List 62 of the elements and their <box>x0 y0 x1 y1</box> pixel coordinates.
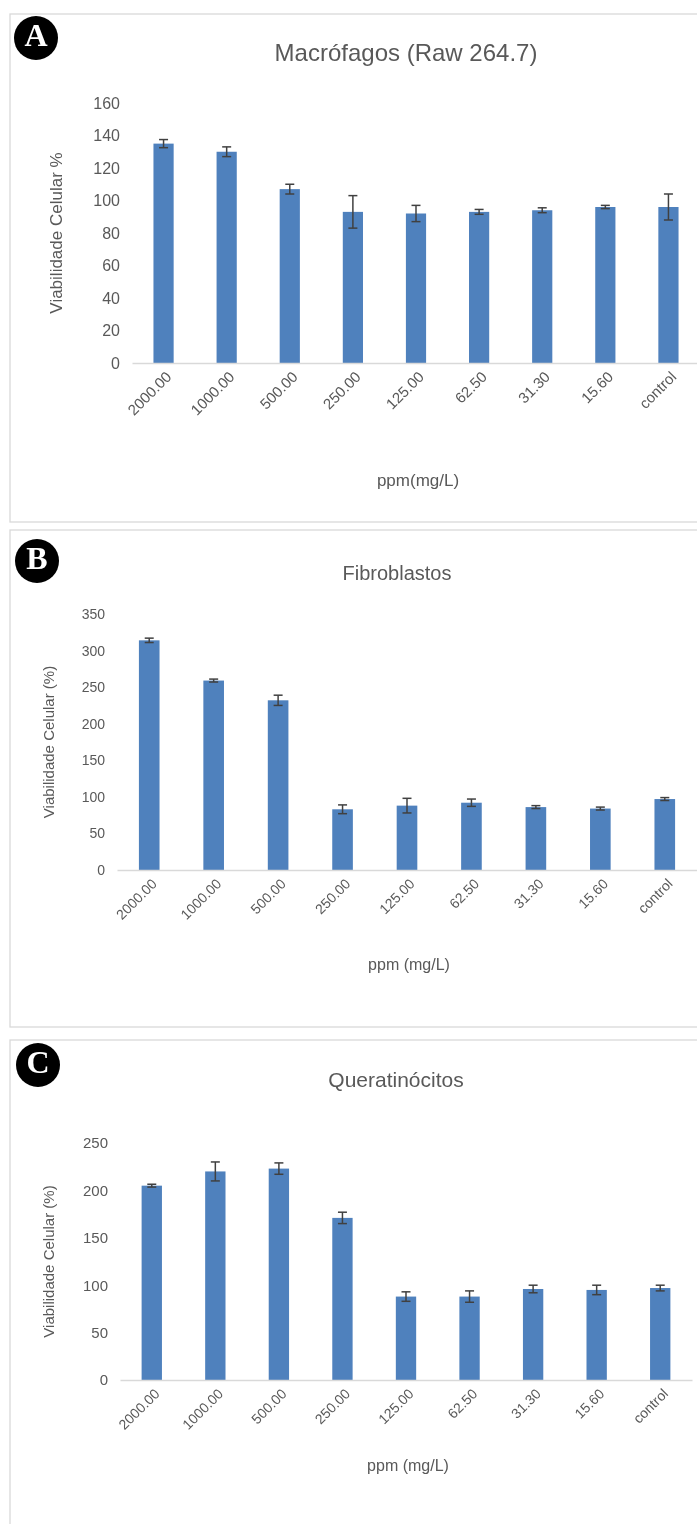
bar <box>267 700 289 870</box>
y-axis-title: Viabilidade Celular % <box>47 152 67 314</box>
x-axis-title: ppm(mg/L) <box>376 471 460 490</box>
bar <box>405 213 427 363</box>
bar <box>396 805 418 870</box>
y-tick-label: 80 <box>102 224 121 242</box>
bar <box>153 143 174 363</box>
text: A <box>24 17 48 54</box>
bar <box>332 809 353 870</box>
bar <box>203 680 224 870</box>
x-axis-title: ppm (mg/L) <box>367 1457 449 1474</box>
bar <box>141 1185 162 1380</box>
y-tick-label: 100 <box>81 788 106 805</box>
bar <box>205 1171 226 1380</box>
bar <box>654 799 676 870</box>
y-axis-title: Viabilidade Celular (%) <box>39 665 57 819</box>
y-tick-label: 350 <box>81 605 106 622</box>
y-tick-label: 200 <box>82 1181 108 1199</box>
y-tick-label: 100 <box>93 192 121 210</box>
bar <box>216 151 237 363</box>
text: B <box>26 540 48 577</box>
y-tick-label: 20 <box>102 322 121 340</box>
text: C <box>26 1044 50 1081</box>
y-tick-label: 250 <box>82 1134 108 1152</box>
bar <box>595 207 616 363</box>
y-tick-label: 50 <box>91 1323 108 1341</box>
y-tick-label: 150 <box>81 752 106 769</box>
y-tick-label: 140 <box>93 127 121 145</box>
y-axis-title: Viabilidade Celular (%) <box>39 1185 57 1338</box>
bar <box>532 210 553 363</box>
chart-title: Fibroblastos <box>342 562 452 584</box>
bar <box>138 640 160 870</box>
bar <box>461 802 482 870</box>
y-tick-label: 40 <box>102 289 121 307</box>
y-tick-label: 250 <box>81 679 106 696</box>
bar <box>650 1288 671 1380</box>
bar <box>522 1288 544 1380</box>
y-tick-label: 150 <box>82 1229 108 1247</box>
bar <box>459 1296 480 1380</box>
y-tick-label: 0 <box>111 354 121 372</box>
y-tick-label: 60 <box>102 257 121 275</box>
bar <box>268 1168 290 1380</box>
y-tick-label: 100 <box>82 1276 108 1294</box>
bar <box>525 807 547 870</box>
y-tick-label: 120 <box>93 159 121 177</box>
y-tick-label: 0 <box>99 1371 108 1389</box>
bar <box>658 207 679 363</box>
bar <box>395 1296 417 1380</box>
bar <box>332 1217 353 1380</box>
chart-title: Queratinócitos <box>328 1068 464 1091</box>
y-tick-label: 300 <box>81 642 106 659</box>
bar <box>279 189 300 363</box>
x-axis-title: ppm (mg/L) <box>368 956 450 973</box>
bar <box>342 211 363 363</box>
bar <box>590 808 611 870</box>
bar <box>469 211 490 363</box>
y-tick-label: 50 <box>89 825 106 842</box>
bar <box>586 1289 607 1380</box>
y-tick-label: 200 <box>81 715 106 732</box>
y-tick-label: 160 <box>93 94 121 112</box>
y-tick-label: 0 <box>97 861 106 878</box>
chart-title: Macrófagos (Raw 264.7) <box>274 39 538 66</box>
